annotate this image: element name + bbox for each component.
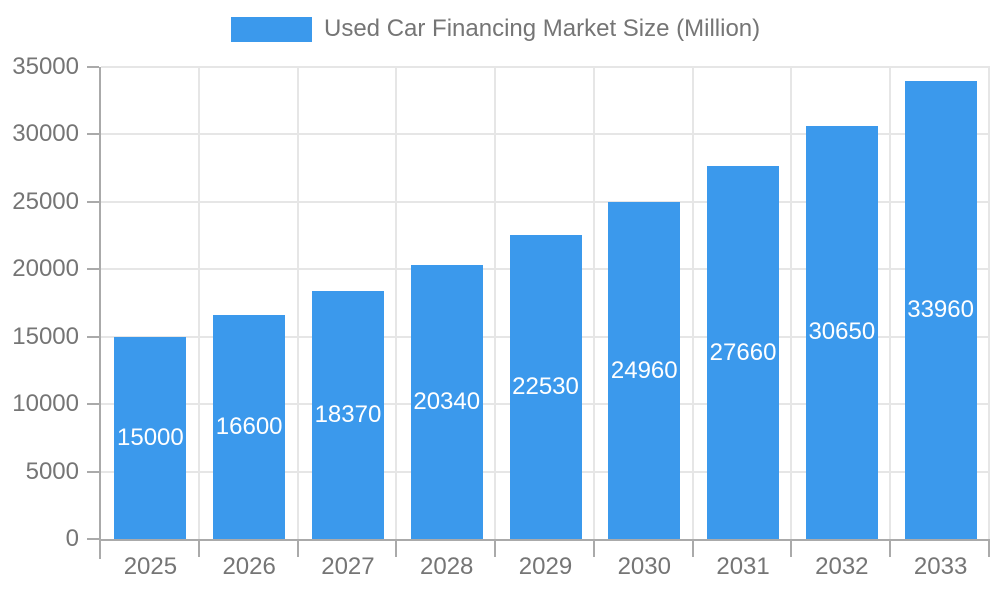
bar[interactable]: 16600 [213, 315, 286, 539]
x-axis-label: 2032 [815, 553, 869, 580]
x-axis-label: 2033 [913, 553, 968, 580]
x-gridline [592, 67, 595, 539]
y-axis-line [99, 67, 101, 559]
bar-value-label: 20340 [413, 387, 481, 415]
y-axis-tick [87, 268, 99, 271]
x-axis-tick [889, 541, 892, 557]
x-axis-tick [296, 541, 299, 557]
x-axis-label: 2030 [617, 553, 671, 580]
bar-value-label: 16600 [215, 413, 283, 441]
bar-value-label: 30650 [808, 318, 876, 346]
y-axis-label: 10000 [12, 390, 79, 418]
bar-value-label: 27660 [709, 338, 777, 366]
y-gridline [101, 66, 990, 68]
legend-label: Used Car Financing Market Size (Million) [324, 15, 761, 42]
y-axis-label: 20000 [12, 255, 79, 283]
y-axis-label: 25000 [12, 187, 79, 215]
bar-value-label: 18370 [314, 401, 382, 429]
x-gridline [790, 67, 793, 539]
x-axis-tick [197, 541, 200, 557]
x-gridline [494, 67, 497, 539]
y-axis-tick [87, 470, 99, 473]
y-axis-tick [87, 133, 99, 136]
x-gridline [395, 67, 398, 539]
y-gridline [101, 200, 990, 203]
y-axis-tick [87, 335, 99, 338]
bar-value-label: 15000 [117, 423, 184, 451]
y-axis-label: 0 [65, 525, 79, 552]
x-axis-label: 2027 [321, 553, 375, 580]
legend-swatch [231, 16, 312, 42]
y-axis-tick [87, 66, 99, 68]
x-axis-tick [988, 541, 990, 557]
x-axis-tick [395, 541, 398, 557]
bar[interactable]: 22530 [509, 235, 582, 539]
bar[interactable]: 18370 [311, 291, 384, 539]
y-gridline [101, 133, 990, 136]
x-axis-line [99, 539, 990, 541]
bar[interactable]: 30650 [805, 125, 878, 539]
legend-item[interactable]: Used Car Financing Market Size (Million) [231, 15, 760, 43]
x-gridline [197, 67, 200, 539]
y-axis-label: 30000 [12, 120, 79, 148]
x-axis-label: 2026 [222, 553, 276, 580]
x-gridline [889, 67, 892, 539]
plot-area: 0 5000 10000 15000 20000 25000 30000 35000 2025 2… [12, 53, 990, 580]
y-axis-tick [87, 538, 99, 540]
y-axis-label: 35000 [12, 53, 79, 80]
y-axis-label: 5000 [25, 457, 79, 485]
bar-value-label: 22530 [512, 373, 579, 401]
x-axis-label: 2031 [716, 553, 770, 580]
x-axis-tick [790, 541, 793, 557]
x-axis-label: 2028 [420, 553, 474, 580]
bar[interactable]: 24960 [608, 202, 681, 539]
bar[interactable]: 15000 [114, 336, 187, 539]
bar[interactable]: 27660 [707, 166, 780, 539]
bar[interactable]: 33960 [904, 81, 977, 539]
bar-value-label: 24960 [610, 356, 678, 384]
bar[interactable]: 20340 [410, 264, 483, 539]
x-axis-tick [691, 541, 694, 557]
y-axis-tick [87, 200, 99, 203]
y-axis-label: 15000 [12, 322, 79, 350]
x-gridline [988, 67, 990, 539]
x-gridline [296, 67, 299, 539]
x-gridline [691, 67, 694, 539]
x-axis-label: 2029 [518, 553, 573, 580]
x-axis-tick [494, 541, 497, 557]
x-axis-tick [592, 541, 595, 557]
y-axis-tick [87, 403, 99, 406]
x-axis-label: 2025 [123, 553, 178, 580]
bar-value-label: 33960 [907, 296, 974, 324]
